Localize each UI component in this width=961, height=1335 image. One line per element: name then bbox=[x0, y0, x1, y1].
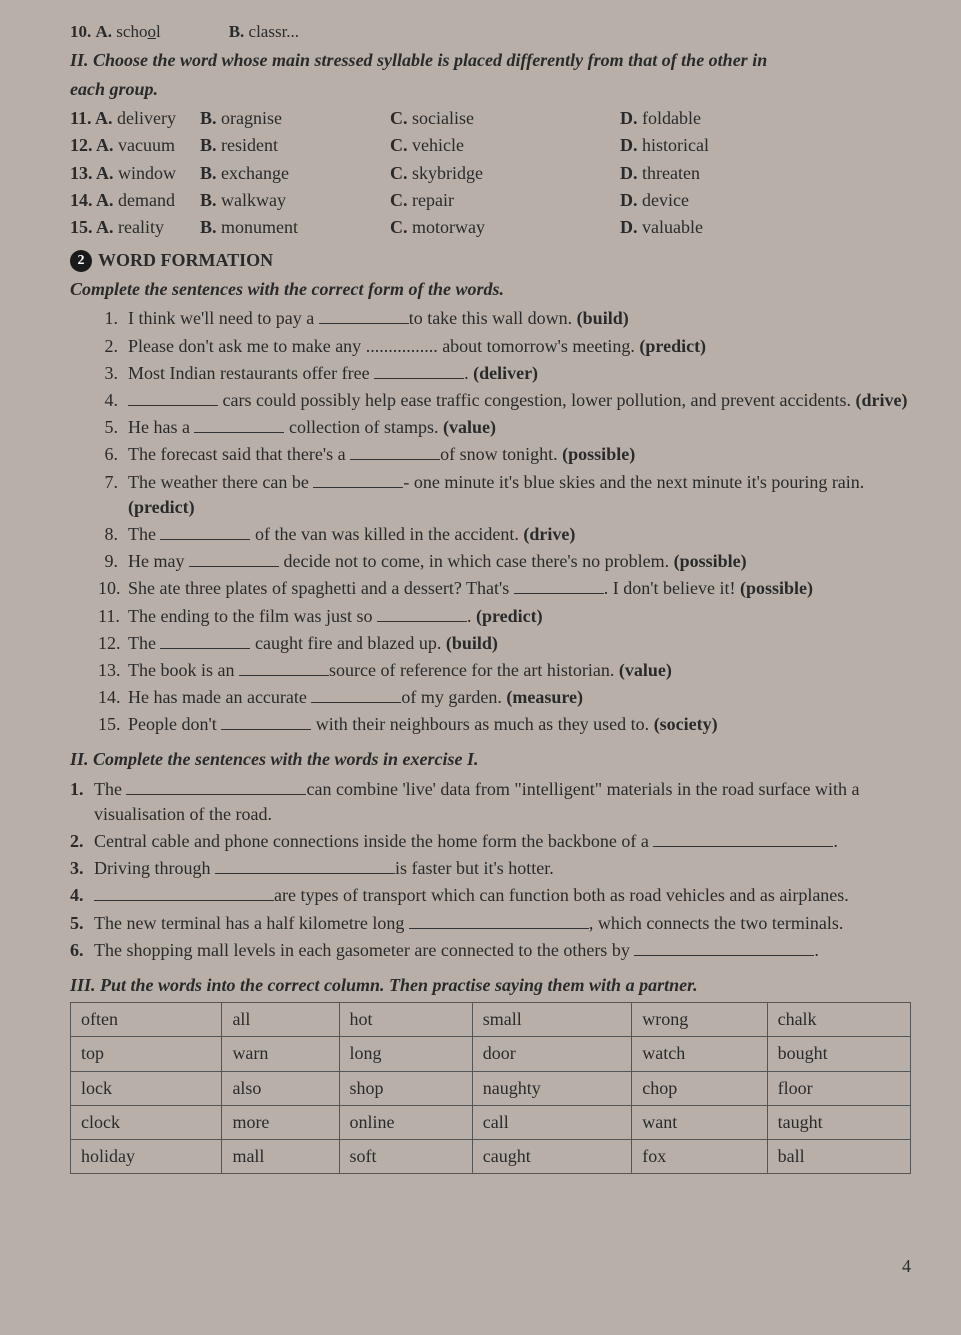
table-cell: fox bbox=[632, 1139, 767, 1173]
table-cell: chop bbox=[632, 1071, 767, 1105]
mc-row: 13. A. windowB. exchangeC. skybridgeD. t… bbox=[70, 161, 911, 186]
word-formation-list: 1.I think we'll need to pay a to take th… bbox=[98, 306, 911, 737]
table-cell: shop bbox=[339, 1071, 472, 1105]
mc-row: 11. A. deliveryB. oragniseC. socialiseD.… bbox=[70, 106, 911, 131]
word-formation-item: 2.Please don't ask me to make any about … bbox=[98, 334, 911, 359]
word-formation-item: 1.I think we'll need to pay a to take th… bbox=[98, 306, 911, 331]
exercise-ii-item: 4.are types of transport which can funct… bbox=[70, 883, 911, 908]
word-formation-item: 13.The book is an source of reference fo… bbox=[98, 658, 911, 683]
word-formation-item: 3.Most Indian restaurants offer free . (… bbox=[98, 361, 911, 386]
mc-row: 14. A. demandB. walkwayC. repairD. devic… bbox=[70, 188, 911, 213]
section-iii-title: III. Put the words into the correct colu… bbox=[70, 973, 911, 998]
table-cell: call bbox=[472, 1105, 632, 1139]
exercise-ii-item: 2.Central cable and phone connections in… bbox=[70, 829, 911, 854]
section-ii-complete-title: II. Complete the sentences with the word… bbox=[70, 747, 911, 772]
section-ii-title: II. Choose the word whose main stressed … bbox=[70, 48, 911, 73]
word-formation-item: 8.The of the van was killed in the accid… bbox=[98, 522, 911, 547]
table-cell: long bbox=[339, 1037, 472, 1071]
table-cell: more bbox=[222, 1105, 339, 1139]
table-cell: bought bbox=[767, 1037, 910, 1071]
table-cell: door bbox=[472, 1037, 632, 1071]
table-cell: mall bbox=[222, 1139, 339, 1173]
word-formation-item: 12.The caught fire and blazed up. (build… bbox=[98, 631, 911, 656]
question-10-row: 10. A. school B. classr... bbox=[70, 20, 911, 44]
word-formation-item: 5.He has a collection of stamps. (value) bbox=[98, 415, 911, 440]
q10-b-label: B. bbox=[229, 22, 245, 41]
word-formation-item: 9.He may decide not to come, in which ca… bbox=[98, 549, 911, 574]
table-cell: floor bbox=[767, 1071, 910, 1105]
table-cell: caught bbox=[472, 1139, 632, 1173]
q10-num: 10. bbox=[70, 22, 91, 41]
word-formation-heading: 2 WORD FORMATION bbox=[70, 248, 911, 273]
table-cell: taught bbox=[767, 1105, 910, 1139]
word-formation-instruction: Complete the sentences with the correct … bbox=[70, 277, 911, 302]
table-cell: soft bbox=[339, 1139, 472, 1173]
table-cell: lock bbox=[71, 1071, 222, 1105]
words-table: oftenallhotsmallwrongchalktopwarnlongdoo… bbox=[70, 1002, 911, 1174]
table-cell: also bbox=[222, 1071, 339, 1105]
table-cell: naughty bbox=[472, 1071, 632, 1105]
exercise-ii-list: 1.The can combine 'live' data from "inte… bbox=[70, 777, 911, 963]
page-number: 4 bbox=[70, 1254, 911, 1279]
word-formation-item: 7.The weather there can be - one minute … bbox=[98, 470, 911, 520]
table-cell: hot bbox=[339, 1003, 472, 1037]
word-formation-item: 4. cars could possibly help ease traffic… bbox=[98, 388, 911, 413]
q10-a-post: l bbox=[156, 22, 161, 41]
table-cell: top bbox=[71, 1037, 222, 1071]
table-cell: warn bbox=[222, 1037, 339, 1071]
table-cell: wrong bbox=[632, 1003, 767, 1037]
word-formation-title: WORD FORMATION bbox=[98, 248, 273, 273]
section-number-badge: 2 bbox=[70, 250, 92, 272]
q10-b-word: classr... bbox=[249, 22, 300, 41]
mc-row: 12. A. vacuumB. residentC. vehicleD. his… bbox=[70, 133, 911, 158]
table-row: lockalsoshopnaughtychopfloor bbox=[71, 1071, 911, 1105]
exercise-ii-item: 5.The new terminal has a half kilometre … bbox=[70, 911, 911, 936]
table-row: holidaymallsoftcaughtfoxball bbox=[71, 1139, 911, 1173]
exercise-ii-item: 3.Driving through is faster but it's hot… bbox=[70, 856, 911, 881]
word-formation-item: 6.The forecast said that there's a of sn… bbox=[98, 442, 911, 467]
q10-a-pre: scho bbox=[116, 22, 147, 41]
word-formation-item: 14.He has made an accurate of my garden.… bbox=[98, 685, 911, 710]
q10-a-u: o bbox=[147, 22, 156, 41]
table-cell: want bbox=[632, 1105, 767, 1139]
table-row: oftenallhotsmallwrongchalk bbox=[71, 1003, 911, 1037]
table-cell: online bbox=[339, 1105, 472, 1139]
table-cell: often bbox=[71, 1003, 222, 1037]
table-cell: holiday bbox=[71, 1139, 222, 1173]
exercise-ii-item: 6.The shopping mall levels in each gasom… bbox=[70, 938, 911, 963]
word-formation-item: 15.People don't with their neighbours as… bbox=[98, 712, 911, 737]
mc-container: 11. A. deliveryB. oragniseC. socialiseD.… bbox=[70, 106, 911, 240]
table-cell: chalk bbox=[767, 1003, 910, 1037]
mc-row: 15. A. realityB. monumentC. motorwayD. v… bbox=[70, 215, 911, 240]
table-cell: watch bbox=[632, 1037, 767, 1071]
word-formation-item: 11.The ending to the film was just so . … bbox=[98, 604, 911, 629]
table-row: topwarnlongdoorwatchbought bbox=[71, 1037, 911, 1071]
section-ii-title-2: each group. bbox=[70, 77, 911, 102]
exercise-ii-item: 1.The can combine 'live' data from "inte… bbox=[70, 777, 911, 827]
table-cell: ball bbox=[767, 1139, 910, 1173]
word-formation-item: 10.She ate three plates of spaghetti and… bbox=[98, 576, 911, 601]
q10-a-label: A. bbox=[96, 22, 113, 41]
table-row: clockmoreonlinecallwanttaught bbox=[71, 1105, 911, 1139]
table-cell: all bbox=[222, 1003, 339, 1037]
table-cell: small bbox=[472, 1003, 632, 1037]
table-cell: clock bbox=[71, 1105, 222, 1139]
